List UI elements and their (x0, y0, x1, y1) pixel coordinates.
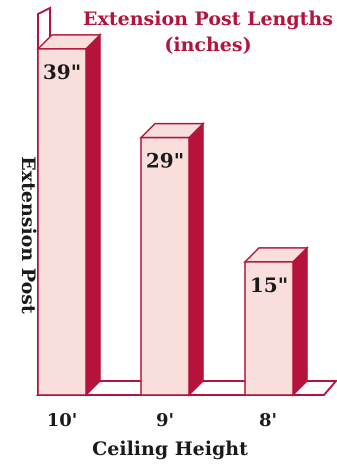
chart-title-line-1: Extension Post Lengths (83, 8, 333, 30)
y-axis-label: Extension Post (17, 156, 39, 314)
bar-0-side (85, 33, 101, 397)
bars-group: 39" 29" 15" (36, 33, 309, 397)
x-tick-label-9ft: 9' (156, 410, 174, 431)
bar-1-side (188, 121, 204, 397)
chart-title-line-2: (inches) (164, 34, 251, 56)
bar-2-value-label: 15" (250, 273, 288, 297)
bar-2-side (292, 246, 308, 397)
x-tick-label-10ft: 10' (47, 410, 78, 431)
bar-0 (37, 48, 87, 396)
bar-1 (140, 136, 190, 396)
x-axis-label: Ceiling Height (92, 438, 248, 460)
bar-2 (244, 261, 294, 396)
bar-1-value-label: 29" (146, 149, 184, 173)
x-tick-label-8ft: 8' (259, 410, 277, 431)
bar-0-value-label: 39" (43, 60, 81, 84)
